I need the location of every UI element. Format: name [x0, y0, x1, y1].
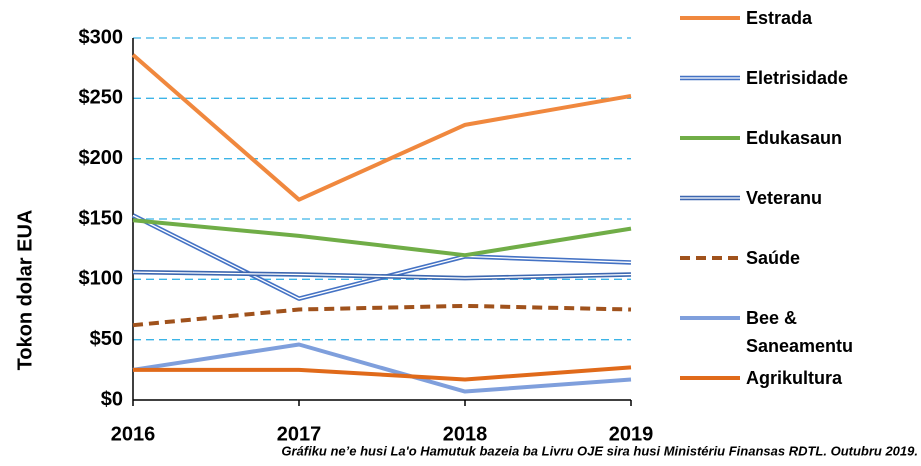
y-tick-label: $100	[79, 268, 124, 290]
x-tick-label: 2016	[111, 423, 156, 445]
x-tick-label: 2017	[277, 423, 322, 445]
page: Tokon dolar EUA Gráfiku ne’e husi La'o H…	[0, 0, 921, 466]
series-line	[133, 55, 631, 200]
legend-label: Veteranu	[746, 184, 916, 212]
y-tick-label: $0	[101, 388, 123, 410]
legend-label: Eletrisidade	[746, 64, 916, 92]
y-tick-label: $50	[90, 328, 123, 350]
legend-label: Saúde	[746, 244, 916, 272]
series-line	[133, 306, 631, 325]
series-line	[133, 220, 631, 255]
y-tick-label: $250	[79, 87, 124, 109]
legend-label: Bee & Saneamentu	[746, 304, 896, 360]
y-tick-label: $150	[79, 207, 124, 229]
x-tick-label: 2019	[609, 423, 654, 445]
y-tick-label: $300	[79, 26, 124, 48]
y-axis-label: Tokon dolar EUA	[14, 210, 36, 371]
legend-label: Agrikultura	[746, 364, 916, 392]
x-tick-label: 2018	[443, 423, 488, 445]
y-tick-label: $200	[79, 147, 124, 169]
legend-label: Edukasaun	[746, 124, 916, 152]
caption: Gráfiku ne’e husi La'o Hamutuk bazeia ba…	[281, 443, 918, 458]
legend-label: Estrada	[746, 4, 916, 32]
